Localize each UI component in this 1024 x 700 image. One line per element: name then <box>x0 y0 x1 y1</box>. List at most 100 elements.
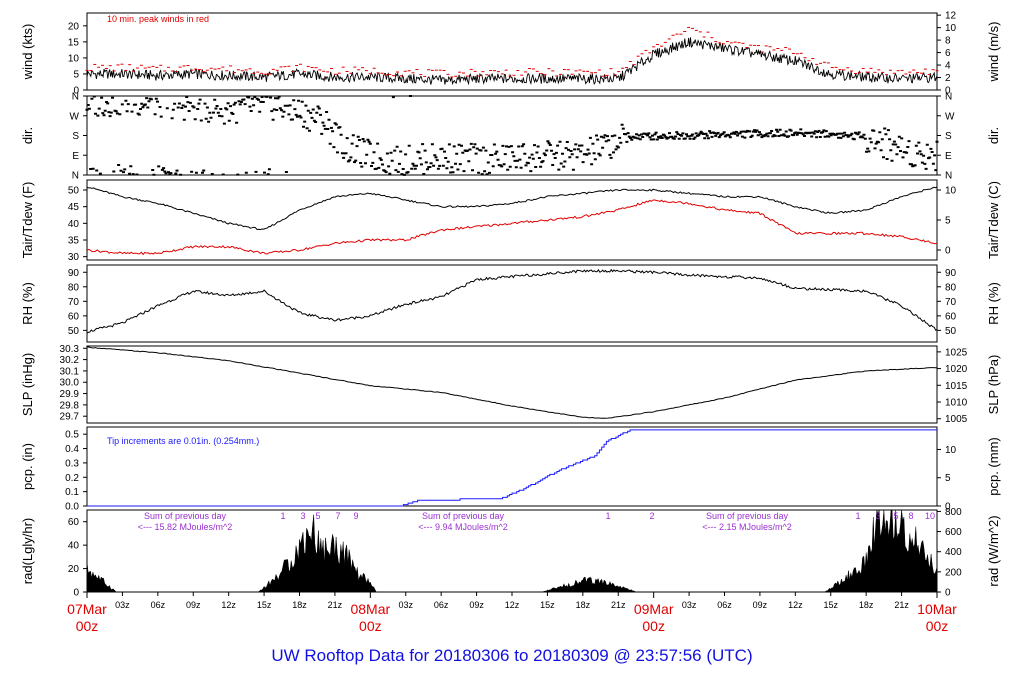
x-tick-label: 03z <box>682 600 697 610</box>
x-tick-label: 21z <box>328 600 343 610</box>
panel-frame-slp <box>86 345 938 424</box>
y-axis-label: rad(Lgly/hr) <box>20 518 35 584</box>
x-tick-label: 21z <box>611 600 626 610</box>
y-tick-label: 30.1 <box>60 366 80 377</box>
x-date-hour-label: 00z <box>926 618 949 634</box>
y-axis-label: wind (kts) <box>20 24 35 81</box>
wind-direction-marks <box>85 95 939 176</box>
y-tick-label: 50 <box>68 186 80 197</box>
y-tick-label: E <box>72 151 79 162</box>
x-tick-label: 09z <box>186 600 201 610</box>
y-axis-label: SLP (inHg) <box>20 353 35 416</box>
x-date-hour-label: 00z <box>76 618 99 634</box>
y-tick-label: 0.2 <box>65 473 79 484</box>
y-tick-label: 0.0 <box>65 502 79 513</box>
y-right-tick-label: 80 <box>945 282 957 293</box>
y-right-tick-label: 1015 <box>945 381 968 392</box>
y-right-tick-label: S <box>945 131 952 142</box>
y-tick-label: 29.8 <box>60 400 80 411</box>
y-right-tick-label: N <box>945 92 952 103</box>
y-tick-label: 20 <box>68 564 80 575</box>
y-tick-label: 45 <box>68 202 80 213</box>
y-axis-label: Tair/Tdew (F) <box>20 182 35 259</box>
y-axis-label: dir. <box>20 127 35 144</box>
y-right-tick-label: 8 <box>945 36 951 47</box>
y-right-tick-label: 1010 <box>945 398 968 409</box>
y-right-tick-label: 2 <box>945 73 951 84</box>
x-date-label: 08Mar <box>350 601 390 617</box>
y-tick-label: 50 <box>68 326 80 337</box>
dewpoint-line <box>86 199 938 256</box>
y-right-tick-label: E <box>945 151 952 162</box>
y-tick-label: 15 <box>68 37 80 48</box>
x-tick-label: 06z <box>717 600 732 610</box>
radiation-tip-mark: 5 <box>893 511 898 521</box>
radiation-tip-mark: 1 <box>855 511 860 521</box>
y-tick-label: N <box>72 171 79 182</box>
radiation-tip-mark: 2 <box>649 511 654 521</box>
y-axis-label-right: pcp. (mm) <box>986 437 1001 496</box>
air-temperature-line <box>86 186 938 231</box>
radiation-note-heading: Sum of previous day <box>144 511 227 521</box>
radiation-tip-mark: 8 <box>908 511 913 521</box>
y-right-tick-label: 10 <box>945 445 957 456</box>
y-tick-label: 0 <box>73 86 79 97</box>
y-right-tick-label: 1025 <box>945 347 968 358</box>
radiation-note-heading: Sum of previous day <box>706 511 789 521</box>
x-tick-label: 03z <box>115 600 130 610</box>
y-axis-label-right: SLP (hPa) <box>986 355 1001 415</box>
y-axis-label-right: rad (W/m^2) <box>986 515 1001 586</box>
y-tick-label: S <box>72 131 79 142</box>
y-tick-label: 0.5 <box>65 430 79 441</box>
y-axis-label: RH (%) <box>20 282 35 325</box>
y-right-tick-label: 0 <box>945 246 951 257</box>
radiation-tip-mark: 3 <box>875 511 880 521</box>
x-tick-label: 15z <box>257 600 272 610</box>
y-tick-label: 0.1 <box>65 487 79 498</box>
panel-frame-temp <box>86 179 938 261</box>
y-tick-label: 40 <box>68 219 80 230</box>
wind-speed-line <box>86 37 938 86</box>
radiation-tip-mark: 7 <box>335 511 340 521</box>
x-tick-label: 15z <box>540 600 555 610</box>
chart-title: UW Rooftop Data for 20180306 to 20180309… <box>271 646 753 665</box>
radiation-tip-mark: 10 <box>925 511 935 521</box>
radiation-tip-mark: 5 <box>315 511 320 521</box>
y-tick-label: 0.4 <box>65 444 79 455</box>
y-tick-label: 30.2 <box>60 355 80 366</box>
y-tick-label: 90 <box>68 268 80 279</box>
y-axis-label-right: Tair/Tdew (C) <box>986 181 1001 259</box>
y-right-tick-label: 5 <box>945 473 951 484</box>
radiation-note-total: <--- 2.15 MJoules/m^2 <box>702 522 792 532</box>
x-tick-label: 09z <box>469 600 484 610</box>
x-tick-label: 09z <box>753 600 768 610</box>
y-tick-label: 30.3 <box>60 344 80 355</box>
precip-annotation: Tip increments are 0.01in. (0.254mm.) <box>107 436 259 446</box>
panel-frame-wind <box>86 12 938 91</box>
y-tick-label: N <box>72 92 79 103</box>
x-tick-label: 12z <box>505 600 520 610</box>
y-right-tick-label: N <box>945 171 952 182</box>
x-date-label: 07Mar <box>67 601 107 617</box>
x-tick-label: 06z <box>151 600 166 610</box>
y-right-tick-label: 90 <box>945 268 957 279</box>
x-tick-label: 18z <box>576 600 591 610</box>
y-tick-label: 30 <box>68 252 80 263</box>
y-right-tick-label: 10 <box>945 186 957 197</box>
x-date-hour-label: 00z <box>642 618 665 634</box>
y-tick-label: 35 <box>68 236 80 247</box>
radiation-note-heading: Sum of previous day <box>422 511 505 521</box>
y-tick-label: 29.9 <box>60 389 80 400</box>
x-tick-label: 15z <box>823 600 838 610</box>
x-tick-label: 18z <box>859 600 874 610</box>
y-tick-label: W <box>70 111 80 122</box>
y-tick-label: 70 <box>68 297 80 308</box>
x-tick-label: 21z <box>894 600 909 610</box>
x-date-label: 10Mar <box>917 601 957 617</box>
y-right-tick-label: 0 <box>945 588 951 599</box>
y-right-tick-label: 800 <box>945 507 962 518</box>
x-tick-label: 12z <box>221 600 236 610</box>
y-right-tick-label: 0 <box>945 86 951 97</box>
precipitation-line <box>87 429 937 507</box>
